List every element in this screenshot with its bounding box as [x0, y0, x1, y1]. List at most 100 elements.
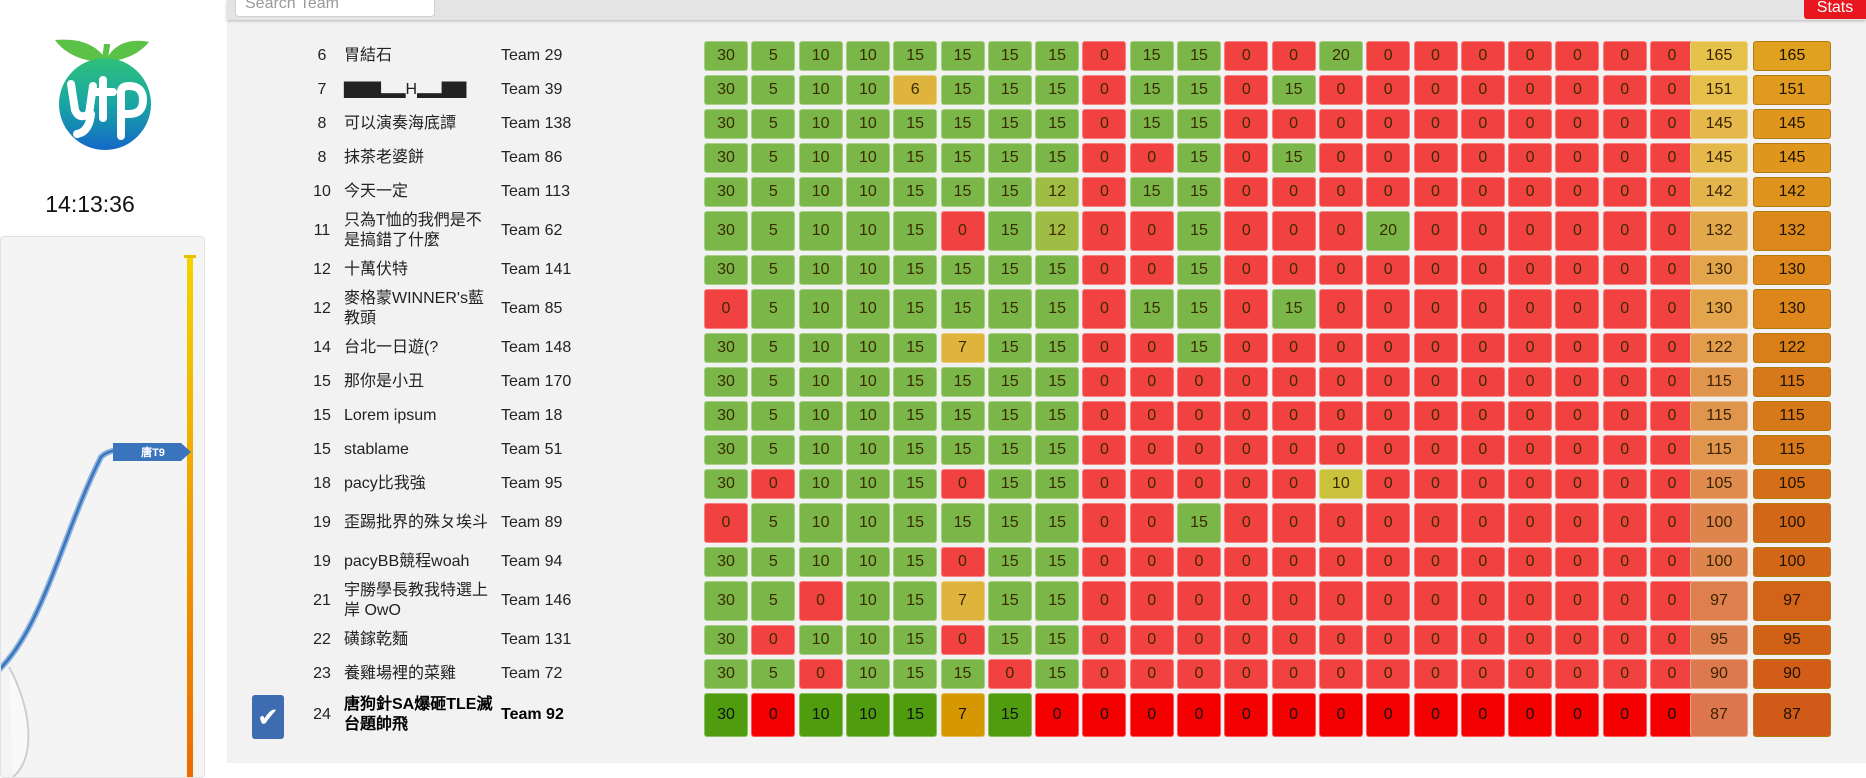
score-cell[interactable]: 0: [1366, 503, 1411, 543]
table-row[interactable]: 8 抹茶老婆餅 Team 86 30 5 10 10 15 15 15 15 0 0 15 0 15 0 0 0 0 0…: [227, 141, 1866, 175]
score-cell[interactable]: 7: [940, 581, 985, 621]
score-cell[interactable]: 0: [1366, 333, 1411, 363]
score-cell[interactable]: 0: [1508, 693, 1553, 737]
score-cell[interactable]: 5: [751, 367, 796, 397]
score-cell[interactable]: 10: [845, 693, 890, 737]
score-cell[interactable]: 10: [1318, 469, 1363, 499]
score-cell[interactable]: 0: [1271, 693, 1316, 737]
score-cell[interactable]: 0: [1602, 109, 1647, 139]
score-cell[interactable]: 0: [1366, 547, 1411, 577]
score-cell[interactable]: 20: [1366, 211, 1411, 251]
score-cell[interactable]: 10: [798, 255, 843, 285]
score-cell[interactable]: 15: [1035, 143, 1080, 173]
score-cell[interactable]: 0: [1460, 255, 1505, 285]
score-cell[interactable]: 15: [1177, 333, 1221, 363]
score-cell[interactable]: 0: [1271, 41, 1316, 71]
score-cell[interactable]: 0: [1555, 289, 1600, 329]
score-cell[interactable]: 0: [751, 469, 796, 499]
score-cell[interactable]: 0: [1366, 255, 1411, 285]
score-cell[interactable]: 0: [1129, 503, 1174, 543]
score-cell[interactable]: 0: [1271, 211, 1316, 251]
score-cell[interactable]: 15: [940, 109, 985, 139]
score-cell[interactable]: 7: [940, 693, 985, 737]
score-cell[interactable]: 10: [798, 333, 843, 363]
score-cell[interactable]: 10: [845, 659, 890, 689]
score-cell[interactable]: 0: [1508, 503, 1553, 543]
score-cell[interactable]: 0: [1082, 333, 1127, 363]
score-cell[interactable]: 5: [751, 503, 796, 543]
score-cell[interactable]: 5: [751, 211, 796, 251]
score-cell[interactable]: 0: [1224, 547, 1269, 577]
score-cell[interactable]: 0: [1460, 503, 1505, 543]
score-cell[interactable]: 0: [1224, 177, 1269, 207]
score-cell[interactable]: 15: [987, 435, 1032, 465]
score-cell[interactable]: 15: [1177, 177, 1221, 207]
table-row[interactable]: 19 pacyBB競程woah Team 94 30 5 10 10 15 0 15 15 0 0 0 0 0…: [227, 545, 1866, 579]
score-cell[interactable]: 12: [1035, 177, 1080, 207]
score-cell[interactable]: 0: [1082, 581, 1127, 621]
score-cell[interactable]: 0: [1082, 41, 1127, 71]
score-cell[interactable]: 15: [1129, 75, 1174, 105]
score-cell[interactable]: 0: [1224, 41, 1269, 71]
score-cell[interactable]: 0: [1413, 401, 1458, 431]
score-cell[interactable]: 10: [845, 503, 890, 543]
score-cell[interactable]: 0: [1555, 211, 1600, 251]
score-cell[interactable]: 10: [798, 289, 843, 329]
score-cell[interactable]: 0: [1082, 503, 1127, 543]
score-cell[interactable]: 0: [1318, 255, 1363, 285]
score-cell[interactable]: 0: [1460, 177, 1505, 207]
score-cell[interactable]: 10: [798, 143, 843, 173]
score-cell[interactable]: 0: [1650, 41, 1694, 71]
score-cell[interactable]: 0: [704, 503, 748, 543]
score-cell[interactable]: 0: [1224, 625, 1269, 655]
score-cell[interactable]: 0: [1129, 367, 1174, 397]
score-cell[interactable]: 0: [1413, 547, 1458, 577]
score-cell[interactable]: 0: [1508, 75, 1553, 105]
score-cell[interactable]: 15: [987, 177, 1032, 207]
score-cell[interactable]: 0: [1224, 75, 1269, 105]
score-cell[interactable]: 10: [798, 625, 843, 655]
score-cell[interactable]: 10: [798, 367, 843, 397]
score-cell[interactable]: 20: [1318, 41, 1363, 71]
score-cell[interactable]: 0: [1555, 435, 1600, 465]
score-cell[interactable]: 10: [798, 401, 843, 431]
table-row[interactable]: 8 可以演奏海底譚 Team 138 30 5 10 10 15 15 15 15 0 15 15 0 0 0 0…: [227, 107, 1866, 141]
score-cell[interactable]: 0: [1413, 469, 1458, 499]
score-cell[interactable]: 0: [1129, 143, 1174, 173]
score-cell[interactable]: 0: [1413, 503, 1458, 543]
score-cell[interactable]: 30: [704, 469, 748, 499]
score-cell[interactable]: 0: [704, 289, 748, 329]
score-cell[interactable]: 15: [940, 435, 985, 465]
score-cell[interactable]: 10: [845, 581, 890, 621]
score-cell[interactable]: 15: [893, 367, 938, 397]
score-cell[interactable]: 10: [798, 211, 843, 251]
score-cell[interactable]: 15: [1035, 41, 1080, 71]
score-cell[interactable]: 0: [1318, 211, 1363, 251]
score-cell[interactable]: 0: [1366, 177, 1411, 207]
score-cell[interactable]: 0: [1602, 177, 1647, 207]
score-cell[interactable]: 0: [1650, 625, 1694, 655]
score-cell[interactable]: 30: [704, 143, 748, 173]
table-row[interactable]: 19 歪踢批界的殊ㄆ埃斗 Team 89 0 5 10 10 15 15 15 15 0 0 15 0 0 0 0…: [227, 501, 1866, 545]
score-cell[interactable]: 0: [1508, 211, 1553, 251]
score-cell[interactable]: 0: [1413, 659, 1458, 689]
score-cell[interactable]: 0: [1555, 547, 1600, 577]
score-cell[interactable]: 10: [845, 41, 890, 71]
score-cell[interactable]: 0: [1460, 41, 1505, 71]
score-cell[interactable]: 0: [1555, 659, 1600, 689]
score-cell[interactable]: 0: [1508, 581, 1553, 621]
score-cell[interactable]: 0: [1366, 435, 1411, 465]
score-cell[interactable]: 15: [1129, 177, 1174, 207]
table-row[interactable]: 15 那你是小丑 Team 170 30 5 10 10 15 15 15 15 0 0 0 0 0 0 0 0 0 0…: [227, 365, 1866, 399]
score-cell[interactable]: 10: [845, 289, 890, 329]
score-cell[interactable]: 0: [1650, 435, 1694, 465]
score-cell[interactable]: 15: [1129, 289, 1174, 329]
score-cell[interactable]: 15: [987, 367, 1032, 397]
score-cell[interactable]: 0: [1366, 693, 1411, 737]
score-cell[interactable]: 0: [1271, 469, 1316, 499]
score-cell[interactable]: 0: [1318, 289, 1363, 329]
score-cell[interactable]: 0: [751, 693, 796, 737]
score-cell[interactable]: 0: [1555, 109, 1600, 139]
score-cell[interactable]: 0: [1082, 143, 1127, 173]
score-cell[interactable]: 10: [845, 211, 890, 251]
